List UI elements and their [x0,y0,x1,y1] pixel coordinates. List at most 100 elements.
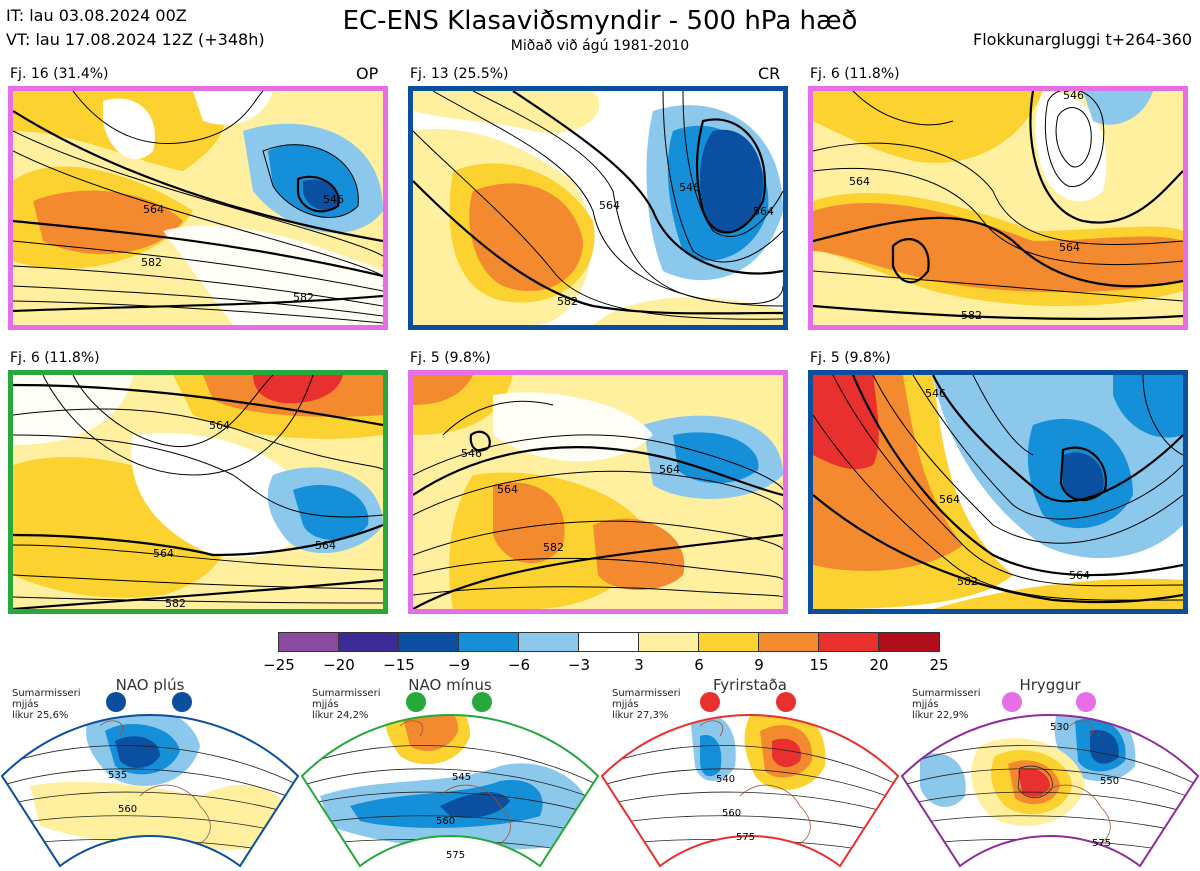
regime-blocking: 540 560 575 Fyrirstaða Sumarmisseri mjjás… [600,676,900,871]
color-scale-swatch [879,633,939,651]
regime-title: Hryggur [1019,676,1081,694]
panel-3-label: Fj. 6 (11.8%) [810,66,900,82]
contour-label: 564 [939,493,960,506]
contour-label: 564 [753,205,774,218]
panel-2-label: Fj. 13 (25.5%) [410,66,509,82]
cluster-map-1: 546 564 582 582 [8,86,388,330]
valid-time: VT: lau 17.08.2024 12Z (+348h) [6,30,265,49]
color-scale-swatch [339,633,399,651]
contour-label: 564 [153,547,174,560]
regime-title: Fyrirstaða [713,676,787,694]
cluster-map-6: 546 564 582 564 [808,370,1188,614]
color-scale-swatch [759,633,819,651]
regime-info: Sumarmisseri mjjás líkur 22,9% [912,688,981,721]
cluster-map-5: 546 564 582 564 [408,370,788,614]
window-label: Flokkunargluggi t+264-360 [973,30,1192,49]
page-subtitle: Miðað við ágú 1981-2010 [510,38,690,54]
regime-dot [1076,692,1096,712]
panel-1-tag: OP [356,64,379,83]
cluster-map-2: 564 546 564 582 [408,86,788,330]
color-scale-swatch [279,633,339,651]
regime-contour-label: 575 [446,850,465,861]
regime-info: Sumarmisseri mjjás líkur 25,6% [12,688,81,721]
color-scale-tick: 20 [869,656,889,674]
contour-label: 564 [143,203,164,216]
regime-contour-label: 545 [452,772,471,783]
regime-title: NAO mínus [408,676,492,694]
contour-label: 546 [323,193,344,206]
regime-contour-label: 560 [118,804,137,815]
color-scale-tick: −20 [323,656,355,674]
regime-dot [406,692,426,712]
color-scale-swatch [579,633,639,651]
color-scale-tick: 25 [929,656,949,674]
color-scale-tick: −3 [567,656,591,674]
panel-2-tag: CR [758,64,781,83]
contour-label: 546 [461,447,482,460]
regime-dot [172,692,192,712]
regime-info: Sumarmisseri mjjás líkur 24,2% [312,688,381,721]
panel-5-label: Fj. 5 (9.8%) [410,350,491,366]
regime-dot [472,692,492,712]
regime-contour-label: 575 [736,832,755,843]
panel-4-label: Fj. 6 (11.8%) [10,350,100,366]
regime-ridge: 530 550 575 Hryggur Sumarmisseri mjjás lík… [900,676,1200,871]
cluster-map-4: 564 564 564 582 [8,370,388,614]
contour-label: 546 [1063,91,1084,102]
contour-label: 564 [849,175,870,188]
color-scale-swatch [699,633,759,651]
contour-label: 582 [557,295,578,308]
panel-6-label: Fj. 5 (9.8%) [810,350,891,366]
contour-label: 564 [209,419,230,432]
color-scale-swatch [819,633,879,651]
contour-label: 564 [599,199,620,212]
regime-dot [700,692,720,712]
contour-label: 582 [543,541,564,554]
header-left: IT: lau 03.08.2024 00Z VT: lau 17.08.202… [6,4,265,52]
contour-label: 564 [497,483,518,496]
contour-label: 582 [961,309,982,322]
color-scale-swatch [459,633,519,651]
cluster-map-3: 546 564 564 582 [808,86,1188,330]
color-scale-tick: 6 [694,656,704,674]
contour-label: 546 [925,387,946,400]
color-scale-tick: −25 [263,656,295,674]
contour-label: 582 [957,575,978,588]
regime-nao-minus: 545 560 575 NAO mínus Sumarmisseri mjjás l… [300,676,600,871]
contour-label: 582 [165,597,186,609]
regime-dot [1002,692,1022,712]
panel-1-label: Fj. 16 (31.4%) [10,66,109,82]
regime-contour-label: 575 [1092,838,1111,849]
color-scale-swatch [639,633,699,651]
color-scale-tick: 3 [634,656,644,674]
regime-dot [776,692,796,712]
color-scale-tick: 15 [809,656,829,674]
contour-label: 564 [659,463,680,476]
regime-contour-label: 530 [1050,722,1069,733]
color-scale-swatch [399,633,459,651]
regime-contour-label: 560 [722,808,741,819]
contour-label: 564 [1069,569,1090,582]
regime-nao-plus: 535 560 NAO plús Sumarmisseri mjjás líkur … [0,676,300,871]
init-time: IT: lau 03.08.2024 00Z [6,6,187,25]
regime-contour-label: 540 [716,774,735,785]
color-scale-tick: −6 [507,656,531,674]
contour-label: 564 [1059,241,1080,254]
color-scale [278,632,940,652]
color-scale-swatch [519,633,579,651]
color-scale-tick: −15 [383,656,415,674]
regime-dot [106,692,126,712]
contour-label: 582 [293,291,314,304]
contour-label: 582 [141,256,162,269]
color-scale-tick: −9 [447,656,471,674]
regime-contour-label: 535 [108,770,127,781]
regime-title: NAO plús [115,676,185,694]
contour-label: 546 [679,181,700,194]
regime-info: Sumarmisseri mjjás líkur 27,3% [612,688,681,721]
regime-contour-label: 550 [1100,776,1119,787]
page-title: EC-ENS Klasaviðsmyndir - 500 hPa hæð [342,6,858,36]
color-scale-boxes [278,632,940,652]
regime-contour-label: 560 [436,816,455,827]
contour-label: 564 [315,539,336,552]
color-scale-tick: 9 [754,656,764,674]
